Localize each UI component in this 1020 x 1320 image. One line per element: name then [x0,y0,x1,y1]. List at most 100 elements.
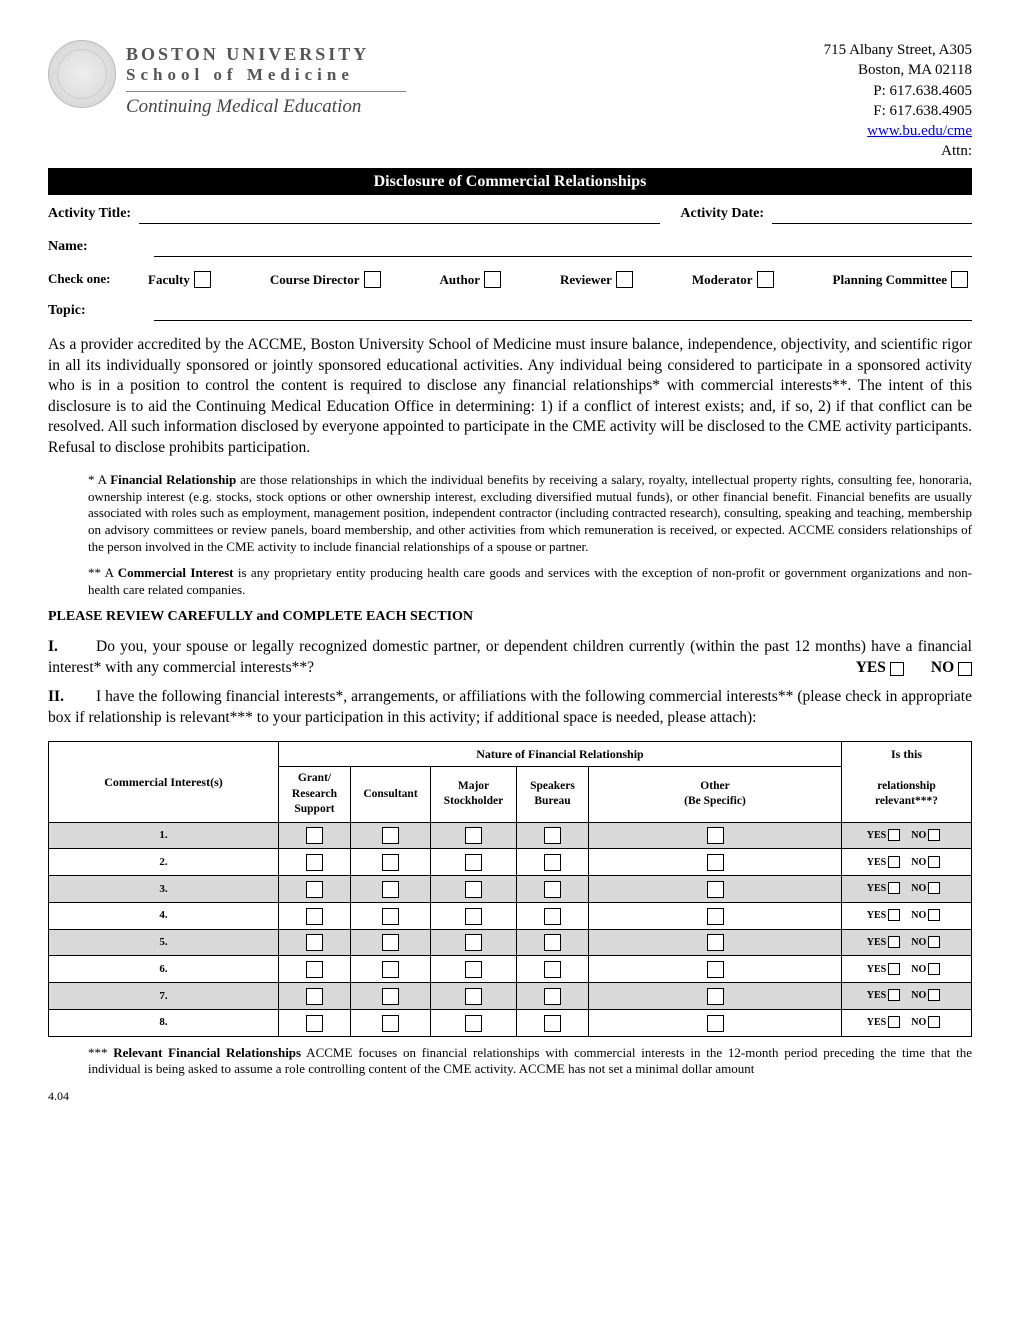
checkbox[interactable] [465,881,482,898]
logo-block: BOSTON UNIVERSITY School of Medicine Con… [48,40,406,120]
checkbox[interactable] [707,827,724,844]
checkbox[interactable] [306,988,323,1005]
yes-checkbox[interactable] [888,936,900,948]
checkbox[interactable] [306,881,323,898]
checkbox[interactable] [544,827,561,844]
role-checkbox[interactable] [951,271,968,288]
relevant-cell: YES NO [842,983,972,1010]
yes-checkbox[interactable] [888,856,900,868]
checkbox[interactable] [306,934,323,951]
topic-input[interactable] [154,305,972,321]
no-checkbox[interactable] [928,829,940,841]
checkbox[interactable] [544,934,561,951]
cell-checkbox [517,849,589,876]
logo-divider [126,91,406,92]
name-input[interactable] [154,241,972,257]
role-checkbox[interactable] [194,271,211,288]
checkbox[interactable] [544,961,561,978]
checkbox[interactable] [544,988,561,1005]
checkbox[interactable] [465,1015,482,1032]
yes-checkbox[interactable] [888,989,900,1001]
relevant-cell: YES NO [842,1009,972,1036]
website-link[interactable]: www.bu.edu/cme [867,123,972,139]
cell-checkbox [279,822,351,849]
checkbox[interactable] [306,908,323,925]
role-checkbox[interactable] [616,271,633,288]
version: 4.04 [48,1088,972,1104]
no-checkbox[interactable] [928,936,940,948]
checkbox[interactable] [544,908,561,925]
role-checkbox[interactable] [757,271,774,288]
checkbox[interactable] [306,854,323,871]
no-checkbox[interactable] [928,882,940,894]
checkbox[interactable] [544,854,561,871]
checkbox[interactable] [465,934,482,951]
checkbox[interactable] [544,881,561,898]
yes-checkbox[interactable] [888,882,900,894]
checkbox[interactable] [382,881,399,898]
checkbox[interactable] [465,961,482,978]
no-checkbox[interactable] [928,1016,940,1028]
activity-date-label: Activity Date: [680,205,764,224]
row-number: 7. [49,983,279,1010]
checkbox[interactable] [707,881,724,898]
checkbox[interactable] [382,854,399,871]
no-checkbox[interactable] [928,909,940,921]
checkbox[interactable] [707,934,724,951]
no-checkbox[interactable] [928,989,940,1001]
cell-checkbox [351,902,431,929]
checkbox[interactable] [382,827,399,844]
addr-phone: P: 617.638.4605 [824,81,972,101]
relevant-cell: YES NO [842,822,972,849]
checkbox[interactable] [707,961,724,978]
no-checkbox[interactable] [928,963,940,975]
checkbox[interactable] [465,854,482,871]
cell-checkbox [517,929,589,956]
yes-checkbox[interactable] [888,829,900,841]
q1-yes-checkbox[interactable] [890,662,904,676]
role-checkbox[interactable] [484,271,501,288]
cell-checkbox [431,956,517,983]
role-reviewer: Reviewer [560,271,633,289]
activity-title-input[interactable] [139,208,660,224]
table-row: 4.YES NO [49,902,972,929]
th-col-1: Consultant [351,767,431,823]
question-2: II.I have the following financial intere… [48,687,972,729]
row-number: 4. [49,902,279,929]
checkbox[interactable] [382,908,399,925]
activity-date-input[interactable] [772,208,972,224]
cell-checkbox [589,849,842,876]
checkbox[interactable] [544,1015,561,1032]
q1-no-checkbox[interactable] [958,662,972,676]
attn-line: Attn: [824,141,972,161]
checkbox[interactable] [707,908,724,925]
cell-checkbox [517,876,589,903]
th-col-4: Other(Be Specific) [589,767,842,823]
yes-checkbox[interactable] [888,963,900,975]
checkbox[interactable] [382,961,399,978]
checkbox[interactable] [382,934,399,951]
checkbox[interactable] [382,988,399,1005]
yes-checkbox[interactable] [888,909,900,921]
table-row: 7. YES NO [49,983,972,1010]
checkbox[interactable] [707,988,724,1005]
role-checkbox[interactable] [364,271,381,288]
no-checkbox[interactable] [928,856,940,868]
yes-checkbox[interactable] [888,1016,900,1028]
cell-checkbox [351,1009,431,1036]
checkbox[interactable] [306,1015,323,1032]
th-relevant-1: Is this [842,741,972,766]
checkbox[interactable] [465,827,482,844]
cell-checkbox [589,902,842,929]
table-row: 2.YES NO [49,849,972,876]
checkbox[interactable] [707,1015,724,1032]
cell-checkbox [279,1009,351,1036]
checkbox[interactable] [382,1015,399,1032]
checkbox[interactable] [306,827,323,844]
checkbox[interactable] [707,854,724,871]
checkbox[interactable] [306,961,323,978]
checkbox[interactable] [465,908,482,925]
checkbox[interactable] [465,988,482,1005]
name-label: Name: [48,238,146,257]
footnote-commercial-interest: ** A Commercial Interest is any propriet… [88,565,972,598]
